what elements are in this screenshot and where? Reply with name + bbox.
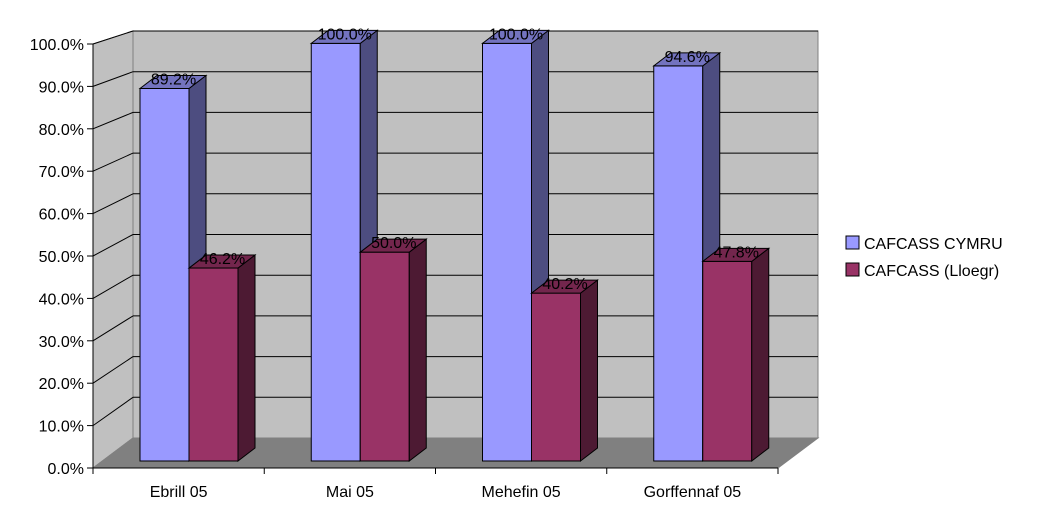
bar-side: [752, 248, 769, 461]
bar-front: [483, 43, 532, 461]
y-tick-label: 70.0%: [39, 164, 84, 181]
legend-label: CAFCASS CYMRU: [864, 236, 1003, 253]
bar-side: [409, 239, 426, 461]
bar-front: [654, 66, 703, 461]
y-tick-label: 50.0%: [39, 249, 84, 266]
bar-front: [360, 252, 409, 461]
y-tick-label: 40.0%: [39, 291, 84, 308]
y-tick-label: 0.0%: [48, 461, 84, 478]
data-label: 100.0%: [318, 26, 372, 43]
bar-front: [311, 43, 360, 461]
legend: CAFCASS CYMRU CAFCASS (Lloegr): [846, 236, 1003, 280]
bar-front: [140, 88, 189, 461]
data-label: 94.6%: [665, 49, 710, 66]
data-label: 46.2%: [200, 251, 245, 268]
x-tick-label: Ebrill 05: [150, 484, 208, 501]
y-tick-label: 20.0%: [39, 376, 84, 393]
side-wall: [93, 31, 133, 468]
data-label: 100.0%: [489, 26, 543, 43]
bar-front: [189, 268, 238, 461]
y-tick-label: 90.0%: [39, 79, 84, 96]
bar-front: [703, 261, 752, 461]
x-tick-label: Mai 05: [326, 484, 374, 501]
bar-side: [238, 255, 255, 461]
y-tick-label: 30.0%: [39, 334, 84, 351]
data-label: 40.2%: [542, 276, 587, 293]
legend-swatch: [846, 236, 859, 249]
bar-front: [532, 293, 581, 461]
bar-side: [581, 280, 598, 461]
data-label: 50.0%: [371, 235, 416, 252]
y-tick-label: 80.0%: [39, 122, 84, 139]
x-tick-label: Gorffennaf 05: [644, 484, 742, 501]
y-tick-label: 60.0%: [39, 207, 84, 224]
legend-label: CAFCASS (Lloegr): [864, 263, 999, 280]
legend-swatch: [846, 263, 859, 276]
x-tick-label: Mehefin 05: [482, 484, 561, 501]
data-label: 47.8%: [714, 244, 759, 261]
y-tick-label: 10.0%: [39, 419, 84, 436]
data-label: 89.2%: [151, 71, 196, 88]
y-tick-label: 100.0%: [30, 37, 84, 54]
